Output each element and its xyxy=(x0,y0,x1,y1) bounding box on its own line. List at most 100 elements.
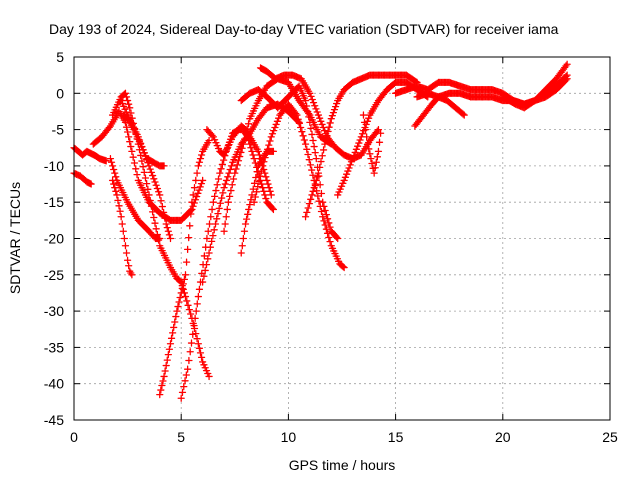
data-point xyxy=(184,301,192,309)
data-point xyxy=(323,215,332,223)
data-point xyxy=(347,158,356,166)
data-point xyxy=(162,220,170,228)
data-point xyxy=(211,220,220,228)
data-point xyxy=(293,111,301,119)
data-point xyxy=(365,145,373,153)
data-point xyxy=(204,255,212,263)
data-point xyxy=(251,193,259,201)
data-point xyxy=(195,344,204,352)
data-point xyxy=(127,142,135,151)
data-point xyxy=(336,185,344,193)
data-point xyxy=(177,394,185,402)
data-point xyxy=(186,348,194,356)
data-point xyxy=(328,112,337,120)
data-point xyxy=(234,157,243,165)
data-point xyxy=(141,174,150,182)
data-point xyxy=(249,151,257,159)
data-point xyxy=(307,124,315,133)
data-point xyxy=(299,132,307,140)
data-point xyxy=(311,180,319,188)
series-track-4 xyxy=(108,176,136,279)
data-point xyxy=(308,191,316,199)
data-point xyxy=(197,353,206,362)
data-point xyxy=(301,140,310,148)
data-point xyxy=(294,115,302,123)
data-point xyxy=(165,345,174,353)
data-point xyxy=(323,132,331,140)
data-point xyxy=(459,110,467,118)
series-track-20 xyxy=(301,71,421,221)
data-point xyxy=(320,126,329,135)
data-point xyxy=(112,187,120,195)
data-point xyxy=(350,151,358,160)
data-point xyxy=(358,130,367,138)
series-track-9 xyxy=(156,136,213,399)
data-point xyxy=(172,312,180,321)
data-point xyxy=(317,189,326,198)
y-axis-label: SDTVAR / TECUs xyxy=(7,182,23,294)
series-track-21 xyxy=(334,78,432,199)
data-point xyxy=(198,278,207,286)
data-point xyxy=(256,154,265,163)
data-point xyxy=(122,108,130,116)
data-point xyxy=(222,176,231,185)
data-point xyxy=(363,133,371,141)
data-point xyxy=(309,187,317,195)
data-point xyxy=(192,329,200,338)
data-point xyxy=(265,184,273,192)
data-point xyxy=(209,198,218,206)
y-tick-label: -35 xyxy=(44,339,64,355)
data-point xyxy=(262,173,270,181)
data-point xyxy=(161,214,169,222)
data-point xyxy=(125,100,133,108)
data-point xyxy=(245,205,253,214)
data-point xyxy=(247,144,255,152)
data-point xyxy=(233,161,241,169)
data-point xyxy=(317,157,325,166)
data-point xyxy=(190,321,198,330)
data-point xyxy=(370,169,378,177)
data-point xyxy=(315,197,323,205)
data-point xyxy=(254,182,262,191)
data-point xyxy=(367,154,375,163)
data-point xyxy=(145,191,153,199)
data-point xyxy=(260,187,268,195)
data-point xyxy=(176,277,184,285)
data-point xyxy=(144,185,152,193)
data-point xyxy=(163,356,171,364)
data-point xyxy=(314,111,323,119)
data-point xyxy=(304,204,312,212)
data-point xyxy=(332,99,341,108)
data-point xyxy=(332,233,341,241)
data-point xyxy=(146,196,154,205)
data-point xyxy=(151,178,159,186)
data-point xyxy=(261,153,269,162)
data-point xyxy=(359,111,368,119)
data-point xyxy=(120,102,128,111)
data-point xyxy=(210,192,219,201)
data-point xyxy=(342,170,351,178)
data-point xyxy=(213,141,221,150)
data-point xyxy=(139,146,147,154)
data-point xyxy=(239,234,248,243)
data-point xyxy=(204,227,212,235)
x-tick-label: 20 xyxy=(495,429,511,445)
data-point xyxy=(209,133,218,141)
data-point xyxy=(219,189,227,197)
data-point xyxy=(325,123,333,131)
data-point xyxy=(138,142,146,151)
data-point xyxy=(216,169,224,177)
data-point xyxy=(223,205,231,214)
data-point xyxy=(157,197,165,205)
data-point xyxy=(306,89,314,97)
data-point xyxy=(120,234,129,243)
data-point xyxy=(209,231,217,240)
data-point xyxy=(334,234,342,243)
data-point xyxy=(156,191,164,199)
data-point xyxy=(205,249,213,257)
data-point xyxy=(239,140,248,148)
data-point xyxy=(194,162,203,170)
data-point xyxy=(246,200,254,209)
data-point xyxy=(295,119,304,128)
